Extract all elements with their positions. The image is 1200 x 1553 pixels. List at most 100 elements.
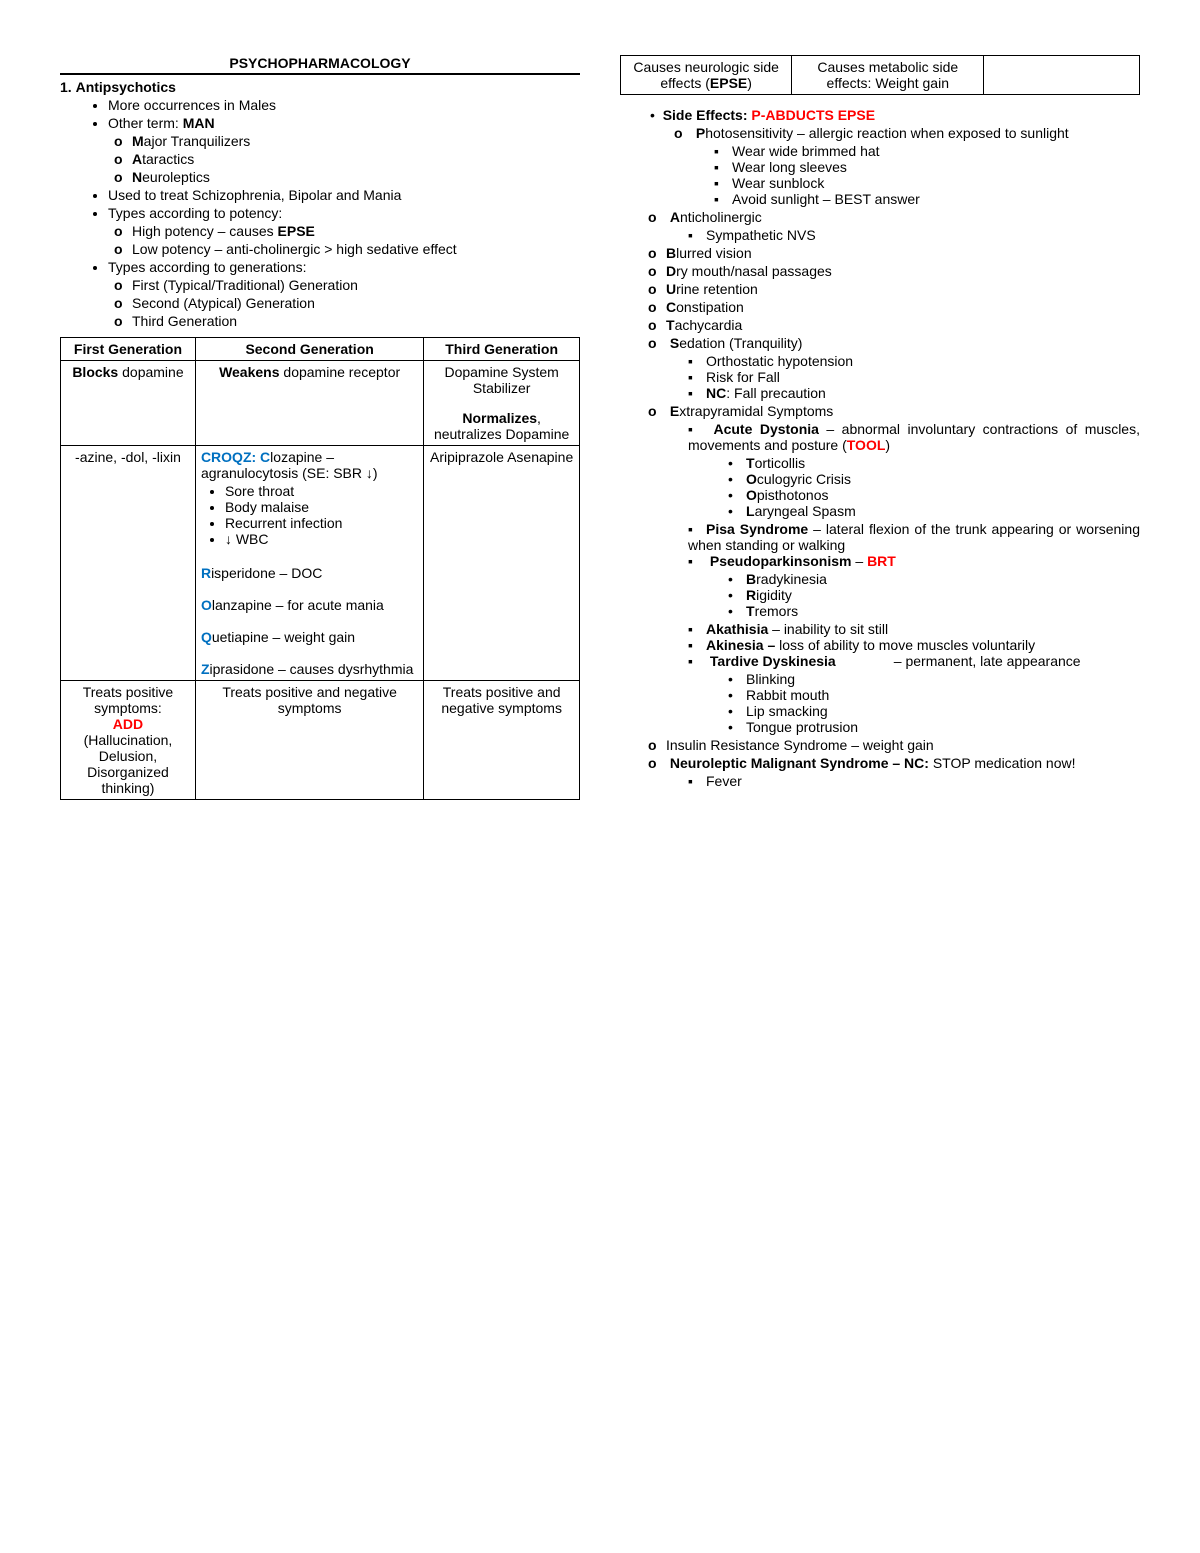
table-row: Treats positive symptoms: ADD (Hallucina… [61, 681, 580, 800]
col-header-second: Second Generation [195, 338, 423, 361]
list-item: High potency – causes EPSE [108, 223, 580, 239]
text: edation (Tranquility) [679, 335, 802, 351]
antipsychotics-list: More occurrences in Males Other term: MA… [60, 97, 580, 329]
text: nticholinergic [680, 209, 762, 225]
text-bold: Weakens [219, 364, 279, 380]
mnemonic-letter: C [260, 449, 270, 465]
list-item: More occurrences in Males [108, 97, 580, 113]
table-row: Blocks dopamine Weakens dopamine recepto… [61, 361, 580, 446]
text-bold: Neuroleptic Malignant Syndrome – NC: [670, 755, 929, 771]
mnemonic-letter: O [201, 597, 212, 613]
mnemonic-letter: O [746, 487, 757, 503]
list-item: Other term: MAN Major Tranquilizers Atar… [108, 115, 580, 185]
text: Types according to potency: [108, 205, 282, 221]
mnemonic-letter: U [666, 281, 676, 297]
list-item: Ataractics [108, 151, 580, 167]
mnemonic-letter: Q [201, 629, 212, 645]
text: Treats positive symptoms: [66, 684, 190, 716]
list-item: Low potency – anti-cholinergic > high se… [108, 241, 580, 257]
text: ) [885, 437, 890, 453]
list-item: Dry mouth/nasal passages [648, 263, 1140, 279]
text: Other term: [108, 115, 183, 131]
mnemonic-letter: Z [201, 661, 210, 677]
text: onstipation [676, 299, 744, 315]
list-item: NC: Fall precaution [688, 385, 1140, 401]
text-bold: Normalizes [462, 410, 537, 426]
list-item: Blinking [728, 671, 1140, 687]
list-item: Torticollis [728, 455, 1140, 471]
side-effects-list-2: Anticholinergic Sympathetic NVS Blurred … [620, 209, 1140, 789]
list-item: Avoid sunlight – BEST answer [714, 191, 1140, 207]
list-item: Laryngeal Spasm [728, 503, 1140, 519]
text: : Fall precaution [726, 385, 826, 401]
text: dopamine [118, 364, 183, 380]
table-cell: Treats positive symptoms: ADD (Hallucina… [61, 681, 196, 800]
mnemonic-letter: T [666, 317, 675, 333]
list-item: First (Typical/Traditional) Generation [108, 277, 580, 293]
table-cell: Treats positive and negative symptoms [195, 681, 423, 800]
list-item: Types according to generations: First (T… [108, 259, 580, 329]
text: aryngeal Spasm [755, 503, 856, 519]
text: lurred vision [676, 245, 751, 261]
mnemonic: TOOL [847, 437, 886, 453]
text: igidity [756, 587, 792, 603]
side-effects-heading: • Side Effects: P-ABDUCTS EPSE [620, 107, 1140, 123]
list-item: Used to treat Schizophrenia, Bipolar and… [108, 187, 580, 203]
table-row: -azine, -dol, -lixin CROQZ: Clozapine – … [61, 446, 580, 681]
text: remors [755, 603, 799, 619]
list-item: Constipation [648, 299, 1140, 315]
list-item: Tremors [728, 603, 1140, 619]
mnemonic-letter: N [132, 169, 142, 185]
text: hotosensitivity – allergic reaction when… [705, 125, 1068, 141]
text: achycardia [675, 317, 743, 333]
list-item: Bradykinesia [728, 571, 1140, 587]
mnemonic-letter: O [746, 471, 757, 487]
list-item: Acute Dystonia – abnormal involuntary co… [688, 421, 1140, 519]
mnemonic-letter: R [746, 587, 756, 603]
list-item: Lip smacking [728, 703, 1140, 719]
text-bold: MAN [183, 115, 215, 131]
text-bold: Pseudoparkinsonism [710, 553, 852, 569]
list-item: Sedation (Tranquility) Orthostatic hypot… [648, 335, 1140, 401]
table-cell: CROQZ: Clozapine – agranulocytosis (SE: … [195, 446, 423, 681]
mnemonic-letter: T [746, 603, 755, 619]
list-item: Blurred vision [648, 245, 1140, 261]
text: loss of ability to move muscles voluntar… [779, 637, 1035, 653]
table-header-row: First Generation Second Generation Third… [61, 338, 580, 361]
mnemonic-letter: C [666, 299, 676, 315]
text: culogyric Crisis [757, 471, 851, 487]
generations-table: First Generation Second Generation Third… [60, 337, 580, 800]
generations-list: First (Typical/Traditional) Generation S… [108, 277, 580, 329]
list-item: Pseudoparkinsonism – BRT Bradykinesia Ri… [688, 553, 1140, 619]
list-item: Major Tranquilizers [108, 133, 580, 149]
list-item: Tardive Dyskinesia – permanent, late app… [688, 653, 1140, 735]
text: iprasidone – causes dysrhythmia [210, 661, 414, 677]
list-item: Tongue protrusion [728, 719, 1140, 735]
td-list: Blinking Rabbit mouth Lip smacking Tongu… [688, 671, 1140, 735]
text: – permanent, late appearance [890, 653, 1081, 669]
list-item: Opisthotonos [728, 487, 1140, 503]
text: lanzapine – for acute mania [212, 597, 384, 613]
list-item: Akinesia – loss of ability to move muscl… [688, 637, 1140, 653]
text-bold: EPSE [710, 75, 747, 91]
mnemonic-letter: B [746, 571, 756, 587]
list-item: Insulin Resistance Syndrome – weight gai… [648, 737, 1140, 753]
list-item: Neuroleptic Malignant Syndrome – NC: STO… [648, 755, 1140, 789]
list-item: Wear sunblock [714, 175, 1140, 191]
col-header-third: Third Generation [424, 338, 580, 361]
section-number: 1. [60, 79, 72, 95]
text-bold: Akinesia – [706, 637, 779, 653]
table-cell: Causes neurologic side effects (EPSE) [621, 56, 792, 95]
list-item: Oculogyric Crisis [728, 471, 1140, 487]
text-bold: Tardive Dyskinesia [710, 653, 890, 669]
eps-list: Acute Dystonia – abnormal involuntary co… [648, 421, 1140, 735]
list-item: Urine retention [648, 281, 1140, 297]
text: STOP medication now! [929, 755, 1076, 771]
text: xtrapyramidal Symptoms [679, 403, 833, 419]
table-cell [984, 56, 1140, 95]
page-title: PSYCHOPHARMACOLOGY [60, 55, 580, 71]
list-item: Sympathetic NVS [688, 227, 1140, 243]
text: isperidone – DOC [211, 565, 322, 581]
clozapine-se-list: Sore throat Body malaise Recurrent infec… [201, 483, 418, 547]
mnemonic-letter: P [696, 125, 705, 141]
